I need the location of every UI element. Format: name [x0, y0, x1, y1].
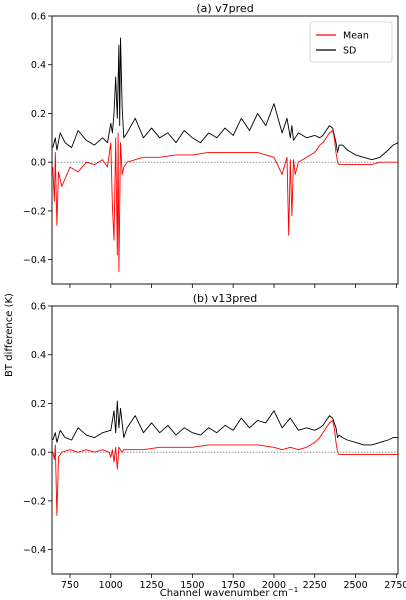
- y-tick-label: 0.2: [31, 109, 46, 120]
- y-tick-label: 0.4: [31, 60, 46, 71]
- x-tick-label: 1750: [221, 580, 245, 591]
- legend: Mean SD: [309, 21, 393, 63]
- x-tick-label: 1000: [99, 580, 123, 591]
- y-tick-label: 0.2: [31, 399, 46, 410]
- series-line-mean: [52, 420, 398, 516]
- x-tick-label: 2500: [343, 580, 367, 591]
- axes-frame: [51, 305, 399, 575]
- y-axis-label: BT difference (K): [4, 293, 15, 377]
- series-line-sd: [52, 400, 398, 446]
- y-tick-label: 0.0: [31, 448, 46, 459]
- y-tick-label: 0.6: [31, 12, 46, 23]
- panel-a: (a) v7pred −0.4 −0.2 0.0 0.2 0.4 0.6 Mean SD: [23, 2, 399, 288]
- y-tick-label: 0.4: [31, 350, 46, 361]
- legend-label-sd: SD: [343, 46, 356, 57]
- series-line-sd: [52, 37, 398, 161]
- x-tick-label: 750: [61, 580, 79, 591]
- y-tick-label: −0.2: [23, 496, 46, 507]
- legend-box: [309, 21, 393, 63]
- x-tick-label: 2250: [303, 580, 327, 591]
- legend-label-mean: Mean: [343, 31, 369, 42]
- y-tick-label: 0.0: [31, 158, 46, 169]
- y-tick-label: −0.2: [23, 206, 46, 217]
- axes-frame: [51, 15, 399, 285]
- y-tick-label: −0.4: [23, 255, 46, 266]
- panel-title: (b) v13pred: [193, 292, 258, 305]
- panel-b: (b) v13pred −0.4 −0.2 0.0 0.2 0.4 0.6 750 1000 12…: [23, 292, 406, 591]
- x-tick-label: 1500: [180, 580, 204, 591]
- panel-title: (a) v7pred: [196, 2, 253, 15]
- x-axis-label: Channel wavenumber cm−1: [160, 586, 298, 599]
- y-tick-label: 0.6: [31, 302, 46, 313]
- x-tick-label: 1250: [139, 580, 163, 591]
- series-line-mean: [52, 130, 398, 273]
- x-tick-label: 2750: [384, 580, 406, 591]
- x-tick-label: 2000: [262, 580, 286, 591]
- y-tick-label: −0.4: [23, 545, 46, 556]
